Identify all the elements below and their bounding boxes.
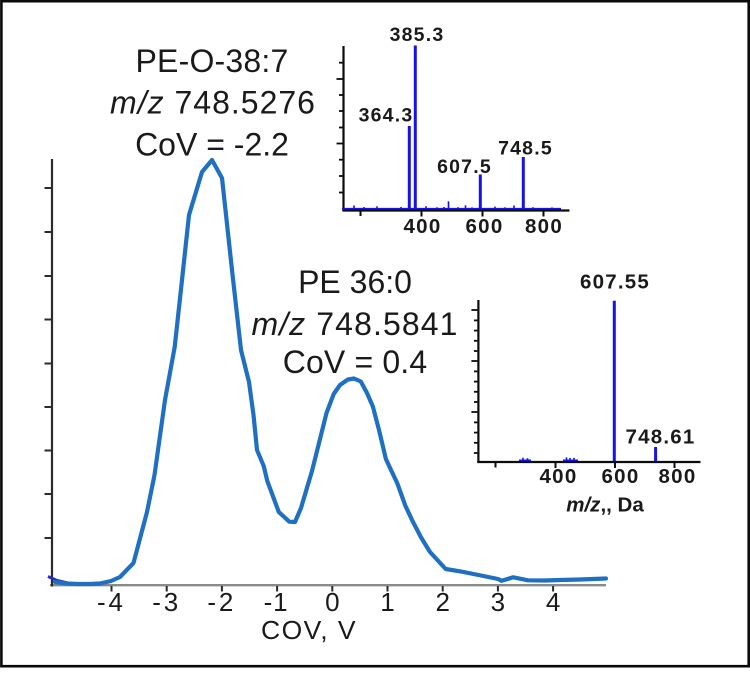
svg-text:-2: -2 [207, 587, 233, 617]
svg-text:3: 3 [491, 587, 505, 617]
svg-text:600: 600 [465, 215, 503, 238]
svg-text:400: 400 [403, 215, 441, 238]
svg-text:CoV = -2.2: CoV = -2.2 [135, 127, 289, 163]
svg-text:-3: -3 [152, 587, 178, 617]
svg-text:PE 36:0: PE 36:0 [298, 264, 412, 300]
svg-text:0: 0 [325, 587, 339, 617]
svg-text:4: 4 [546, 587, 560, 617]
svg-text:CoV = 0.4: CoV = 0.4 [283, 344, 428, 380]
svg-text:PE-O-38:7: PE-O-38:7 [136, 43, 289, 79]
svg-text:600: 600 [601, 465, 639, 488]
svg-text:748.61: 748.61 [626, 426, 696, 449]
svg-text:-1: -1 [264, 587, 288, 617]
svg-text:m/z 748.5841: m/z 748.5841 [251, 306, 458, 342]
svg-text:607.5: 607.5 [437, 156, 492, 178]
svg-text:-4: -4 [97, 587, 123, 617]
svg-text:800: 800 [525, 215, 563, 238]
svg-text:m/z 748.5276: m/z 748.5276 [110, 85, 316, 121]
svg-text:m/z,, Da: m/z,, Da [566, 494, 644, 517]
svg-text:800: 800 [658, 465, 696, 488]
svg-text:385.3: 385.3 [390, 24, 445, 46]
svg-text:2: 2 [435, 587, 449, 617]
svg-text:COV, V: COV, V [261, 615, 357, 645]
svg-text:748.5: 748.5 [498, 138, 553, 160]
svg-text:1: 1 [380, 587, 394, 617]
svg-text:400: 400 [539, 465, 577, 488]
svg-text:607.55: 607.55 [580, 271, 650, 294]
svg-text:364.3: 364.3 [359, 105, 414, 127]
